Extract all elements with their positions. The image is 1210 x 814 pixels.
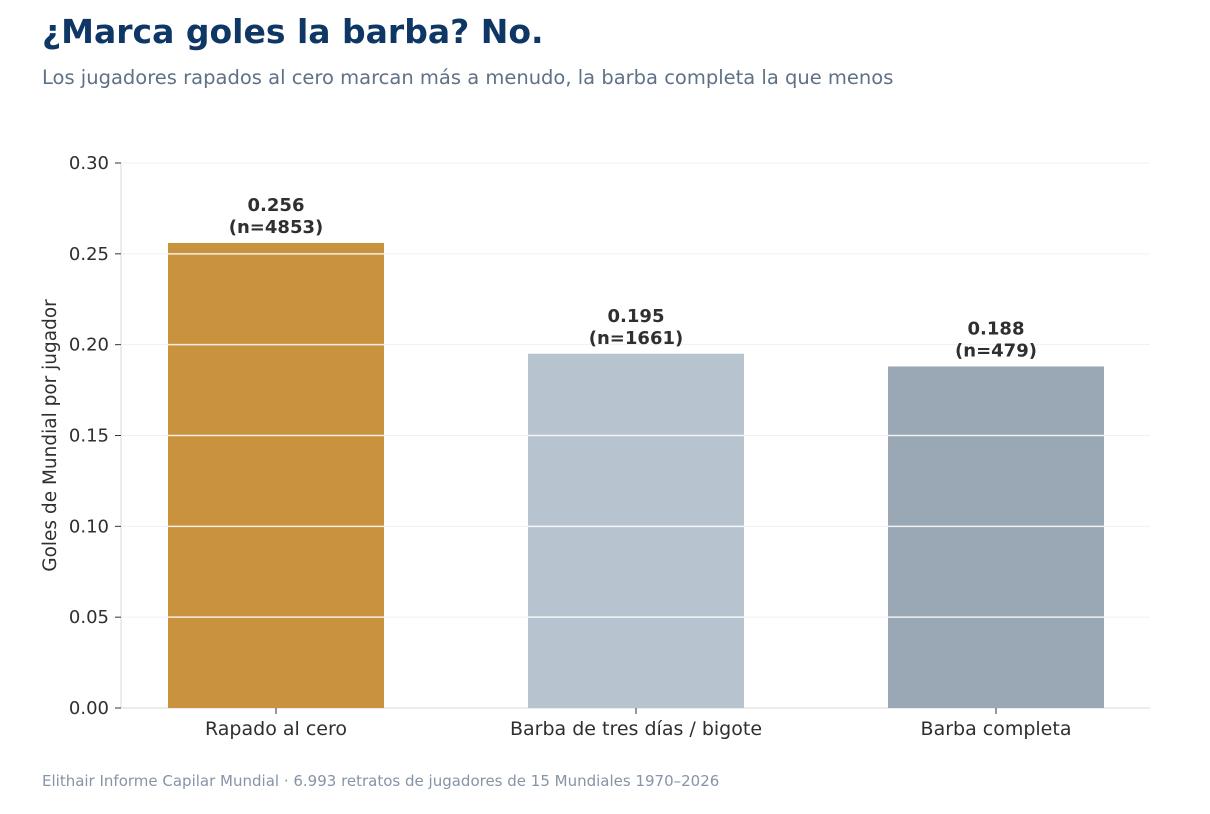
sample-size-label: (n=1661) (589, 328, 683, 349)
sample-size-label: (n=4853) (229, 217, 323, 238)
chart-title: ¿Marca goles la barba? No. (42, 12, 544, 51)
x-tick-label: Barba completa (921, 718, 1072, 740)
value-label: 0.256 (248, 195, 305, 216)
chart-subtitle: Los jugadores rapados al cero marcan más… (42, 66, 894, 89)
y-tick-label: 0.10 (69, 516, 109, 537)
y-tick-label: 0.05 (69, 607, 109, 628)
bar (168, 242, 384, 708)
value-label: 0.195 (608, 306, 665, 327)
bar (888, 366, 1104, 708)
sample-size-label: (n=479) (955, 340, 1037, 361)
source-note: Elithair Informe Capilar Mundial · 6.993… (42, 772, 720, 790)
y-tick-label: 0.00 (69, 698, 109, 719)
y-tick-label: 0.25 (69, 244, 109, 265)
bar (528, 353, 744, 708)
x-tick-label: Barba de tres días / bigote (510, 718, 762, 740)
y-tick-label: 0.15 (69, 426, 109, 447)
y-tick-label: 0.20 (69, 335, 109, 356)
value-label: 0.188 (968, 318, 1025, 339)
x-tick-label: Rapado al cero (205, 718, 347, 740)
y-axis-label: Goles de Mundial por jugador (40, 299, 61, 572)
y-tick-label: 0.30 (69, 153, 109, 174)
